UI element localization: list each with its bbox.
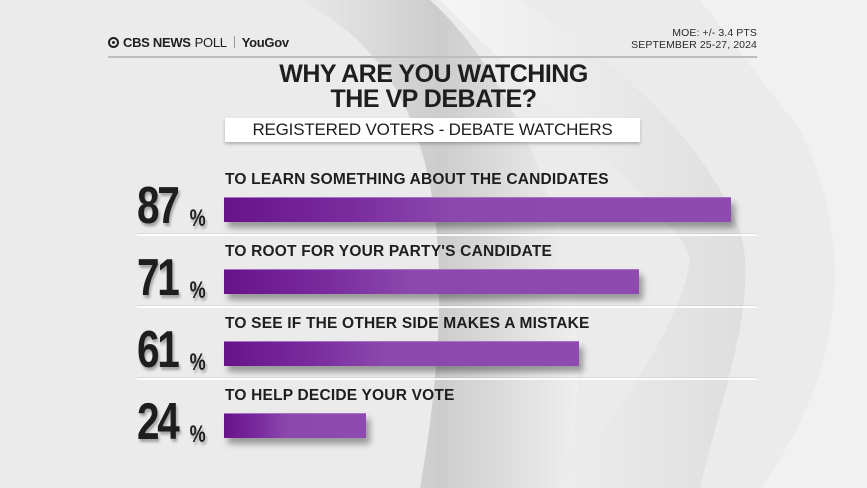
- cbs-eye-icon: [108, 36, 119, 48]
- bar-label: TO HELP DECIDE YOUR VOTE: [225, 387, 455, 404]
- bar: [224, 341, 579, 366]
- bar: [224, 413, 366, 438]
- percent-value: 61%: [137, 321, 206, 379]
- bar: [224, 197, 731, 222]
- bar-row: 87% TO LEARN SOMETHING ABOUT THE CANDIDA…: [0, 171, 867, 243]
- title-line-2: THE VP DEBATE?: [330, 85, 538, 113]
- bar-row: 71% TO ROOT FOR YOUR PARTY'S CANDIDATE: [0, 243, 867, 315]
- percent-value: 71%: [137, 249, 206, 307]
- poll-meta: MOE: +/- 3.4 PTS SEPTEMBER 25-27, 2024: [631, 27, 757, 51]
- row-divider: [137, 378, 757, 380]
- header-rule: [108, 56, 757, 58]
- bar-label: TO LEARN SOMETHING ABOUT THE CANDIDATES: [225, 171, 609, 188]
- margin-of-error: MOE: +/- 3.4 PTS: [672, 27, 757, 39]
- subtitle-banner: REGISTERED VOTERS - DEBATE WATCHERS: [225, 118, 640, 142]
- title-line-1: WHY ARE YOU WATCHING: [279, 60, 588, 88]
- subtitle-text: REGISTERED VOTERS - DEBATE WATCHERS: [252, 120, 613, 139]
- cbs-news-poll-yougov-logo: CBS NEWS POLL YouGov: [108, 34, 289, 50]
- percent-value: 24%: [137, 393, 206, 451]
- logo-network: CBS NEWS: [123, 34, 191, 50]
- bar: [224, 269, 639, 294]
- poll-dates: SEPTEMBER 25-27, 2024: [631, 39, 757, 51]
- bar-label: TO ROOT FOR YOUR PARTY'S CANDIDATE: [225, 243, 553, 260]
- percent-value: 87%: [137, 177, 206, 235]
- bar-row: 24% TO HELP DECIDE YOUR VOTE: [0, 387, 867, 459]
- logo-partner: YouGov: [241, 34, 289, 50]
- chart-title: WHY ARE YOU WATCHING THE VP DEBATE?: [0, 62, 867, 112]
- bar-label: TO SEE IF THE OTHER SIDE MAKES A MISTAKE: [225, 315, 590, 332]
- bar-row: 61% TO SEE IF THE OTHER SIDE MAKES A MIS…: [0, 315, 867, 387]
- row-divider: [137, 234, 757, 236]
- logo-product: POLL: [194, 34, 227, 50]
- row-divider: [137, 306, 757, 308]
- logo-separator: [233, 36, 235, 48]
